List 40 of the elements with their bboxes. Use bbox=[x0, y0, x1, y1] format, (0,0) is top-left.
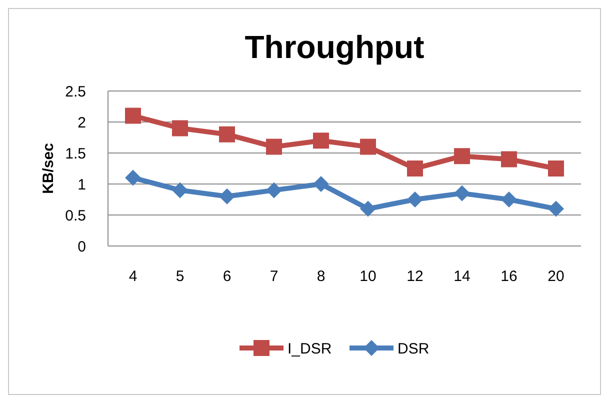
y-tick-label: 0 bbox=[78, 238, 86, 256]
point bbox=[172, 120, 188, 136]
x-tick-label: 12 bbox=[406, 268, 424, 285]
point bbox=[548, 160, 564, 176]
y-axis-title: KB/sec bbox=[40, 143, 57, 194]
point bbox=[548, 200, 564, 217]
point bbox=[501, 192, 517, 208]
x-tick-label: 5 bbox=[176, 268, 184, 285]
x-tick-label: 4 bbox=[128, 268, 138, 285]
x-tick-label: 20 bbox=[548, 268, 564, 285]
point bbox=[407, 192, 423, 208]
point bbox=[454, 185, 470, 202]
point bbox=[219, 126, 235, 142]
x-tick-label: 8 bbox=[316, 268, 326, 285]
x-tick-label: 6 bbox=[222, 268, 232, 285]
legend-label: I_DSR bbox=[288, 340, 332, 358]
point bbox=[360, 138, 376, 155]
y-tick-label: 1.5 bbox=[65, 145, 86, 162]
y-tick-label: 2 bbox=[78, 114, 86, 132]
x-tick-label: 10 bbox=[360, 268, 376, 285]
legend-label: DSR bbox=[398, 340, 430, 358]
point bbox=[266, 138, 282, 155]
point bbox=[501, 151, 517, 168]
point bbox=[407, 160, 423, 176]
y-tick-label: 2.5 bbox=[65, 83, 86, 100]
y-tick-label: 0.5 bbox=[65, 207, 86, 224]
chart-title: Throughput bbox=[244, 29, 425, 65]
point bbox=[266, 182, 282, 198]
point bbox=[360, 200, 376, 217]
x-tick-label: 7 bbox=[270, 268, 278, 285]
x-tick-label: 16 bbox=[500, 268, 518, 285]
point bbox=[125, 108, 141, 124]
point bbox=[125, 170, 141, 186]
point bbox=[454, 148, 470, 164]
point bbox=[219, 188, 235, 204]
x-tick-label: 14 bbox=[454, 268, 470, 285]
y-tick-label: 1 bbox=[78, 176, 86, 194]
point bbox=[172, 182, 188, 198]
point bbox=[313, 176, 329, 192]
point bbox=[313, 132, 329, 149]
